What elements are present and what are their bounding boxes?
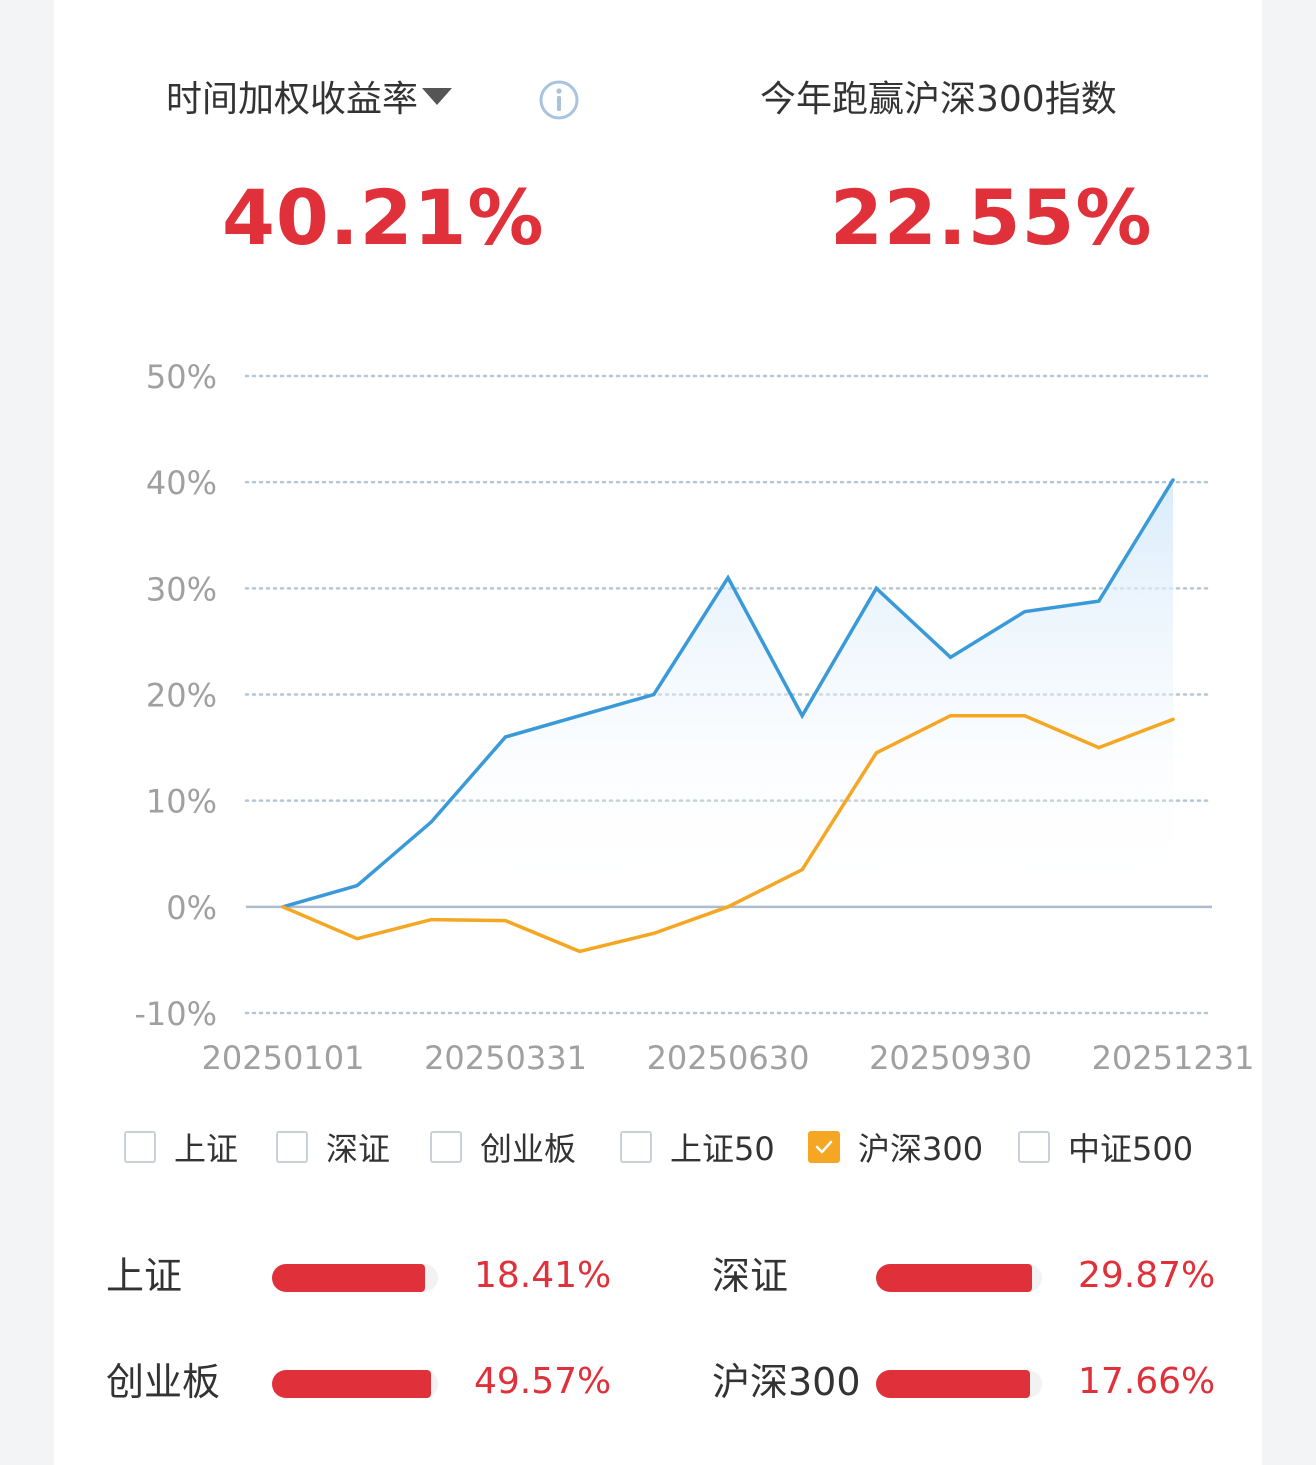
stat-row-chuangyeban: 创业板 49.57% [0,1352,660,1412]
x-tick-label: 20251231 [1092,1039,1255,1077]
outperform-value: 22.55% [830,173,1153,262]
metric-label: 时间加权收益率 [166,79,419,120]
stat-name: 深证 [712,1254,789,1298]
stat-bar-fill [876,1264,1033,1292]
legend-item-hs300[interactable]: 沪深300 [808,1124,983,1170]
caret-down-icon[interactable] [422,88,453,105]
checkbox-checked-icon[interactable] [808,1131,840,1163]
stat-bar-fill [272,1264,425,1292]
stat-bar [272,1370,438,1398]
x-axis-ticks: 20250101 20250331 20250630 20250930 20251231 [202,1039,1255,1077]
stat-name: 创业板 [106,1360,221,1404]
info-circle-icon[interactable] [538,79,580,121]
check-icon [815,1140,833,1154]
y-tick-label: 30% [146,570,217,608]
y-tick-label: 0% [166,889,217,927]
legend-label: 上证 [174,1130,239,1168]
checkbox-icon[interactable] [620,1131,652,1163]
series-lines [281,478,1175,954]
y-tick-label: -10% [134,995,217,1033]
checkbox-icon[interactable] [276,1131,308,1163]
y-tick-label: 40% [146,464,217,502]
metric-selector[interactable]: 时间加权收益率 [166,78,453,122]
legend-label: 深证 [326,1130,391,1168]
checkbox-icon[interactable] [430,1131,462,1163]
stat-value: 17.66% [1078,1361,1216,1402]
legend-item-zz500[interactable]: 中证500 [1018,1124,1193,1170]
stat-row-shenzheng: 深证 29.87% [0,1246,1316,1306]
x-tick-label: 20250930 [869,1039,1032,1077]
stat-value: 18.41% [474,1255,612,1296]
y-tick-label: 50% [146,358,217,396]
x-tick-label: 20250101 [202,1039,365,1077]
y-axis-ticks: 50% 40% 30% 20% 10% 0% -10% [134,358,217,1033]
legend-label: 创业板 [480,1130,577,1168]
return-line-chart: 50%40%30%20%10%0%-10% 20250101 20250331 20… [134,358,1255,1077]
x-tick-label: 20250331 [424,1039,587,1077]
stat-bar [876,1370,1042,1398]
y-tick-label: 20% [146,677,217,715]
legend-item-chuangyeban[interactable]: 创业板 [430,1124,576,1170]
stat-bar-fill [272,1370,432,1398]
checkbox-icon[interactable] [1018,1131,1050,1163]
checkbox-icon[interactable] [124,1131,156,1163]
time-weighted-return-value: 40.21% [222,173,545,262]
stat-name: 沪深300 [712,1360,861,1404]
x-tick-label: 20250630 [647,1039,810,1077]
legend-item-shangzheng[interactable]: 上证 [124,1124,238,1170]
stat-row-hs300: 沪深300 17.66% [0,1352,1316,1412]
outperform-label: 今年跑赢沪深300指数 [760,79,1117,120]
stat-value: 49.57% [474,1361,612,1402]
stat-bar-fill [876,1370,1031,1398]
legend-label: 沪深300 [858,1130,984,1168]
stat-row-shangzheng: 上证 18.41% [0,1246,660,1306]
stat-bar [272,1264,438,1292]
portfolio-area-fill [283,479,1173,907]
legend-item-shenzheng[interactable]: 深证 [276,1124,390,1170]
legend-label: 中证500 [1068,1130,1194,1168]
stat-value: 29.87% [1078,1255,1216,1296]
stat-bar [876,1264,1042,1292]
legend-item-sz50[interactable]: 上证50 [620,1124,775,1170]
legend-label: 上证50 [670,1130,775,1168]
y-tick-label: 10% [146,783,217,821]
index-legend: 上证 深证 创业板 上证50 沪深300 中证500 [120,1124,1220,1170]
stat-name: 上证 [106,1254,183,1298]
